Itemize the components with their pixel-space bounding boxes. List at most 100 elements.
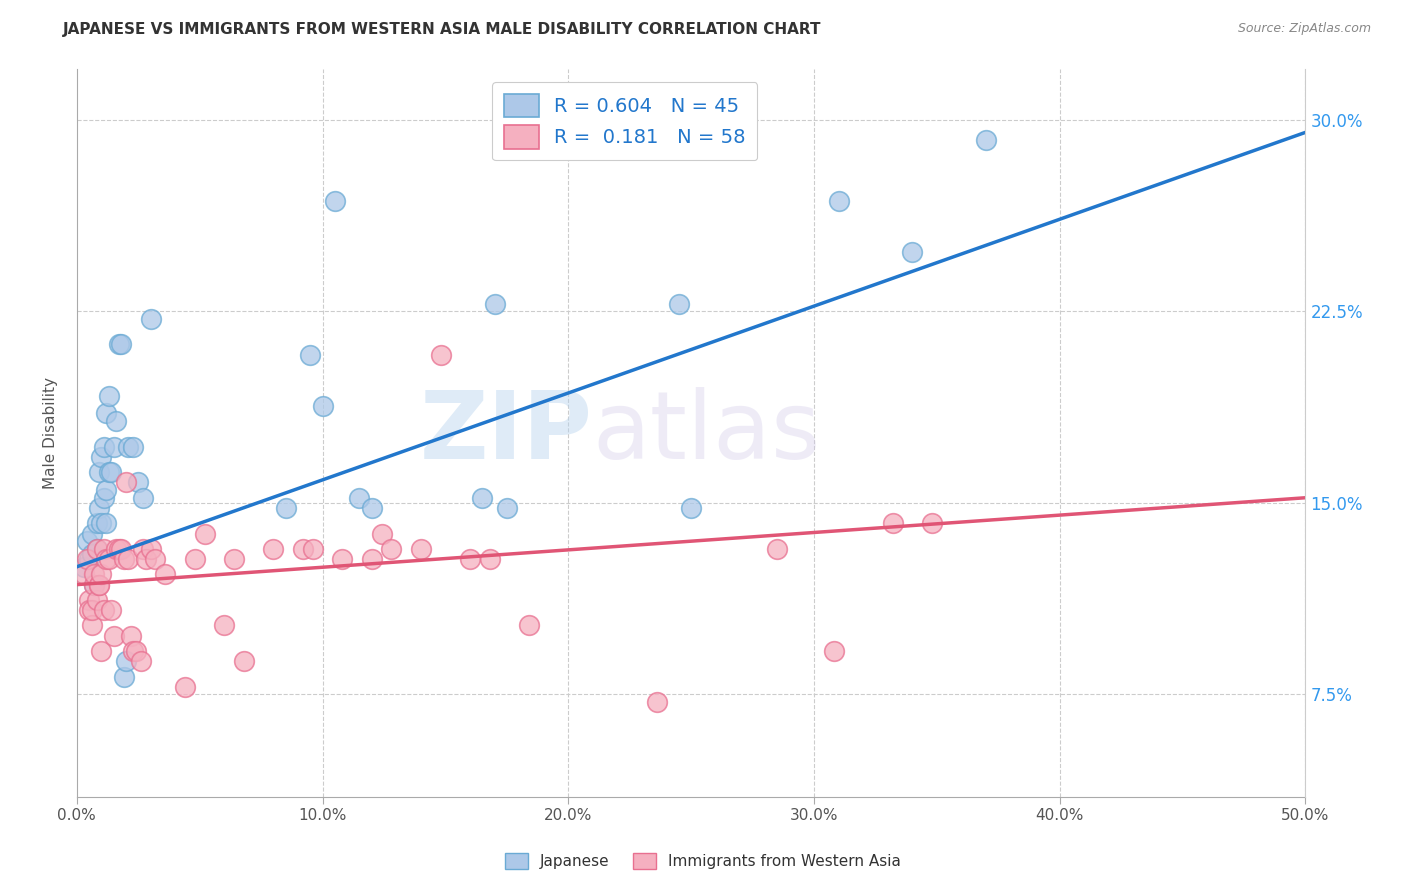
Point [668,296,690,310]
Point [145,552,167,566]
Point [299,348,322,362]
Point [97,552,120,566]
Text: atlas: atlas [593,386,821,479]
Point [155,567,177,582]
Point [90,516,112,531]
Point [90,567,112,582]
Point [73,559,96,574]
Point [233,654,256,668]
Point [681,500,703,515]
Point [224,552,246,566]
Point [110,541,132,556]
Point [274,500,297,515]
Point [103,629,125,643]
Point [132,541,155,556]
Point [301,541,323,556]
Point [83,577,105,591]
Text: Source: ZipAtlas.com: Source: ZipAtlas.com [1237,22,1371,36]
Point [823,644,845,658]
Y-axis label: Male Disability: Male Disability [44,376,58,489]
Text: JAPANESE VS IMMIGRANTS FROM WESTERN ASIA MALE DISABILITY CORRELATION CHART: JAPANESE VS IMMIGRANTS FROM WESTERN ASIA… [63,22,821,37]
Point [458,552,481,566]
Point [901,245,924,260]
Point [100,603,122,617]
Point [117,440,139,454]
Point [132,491,155,505]
Point [77,593,100,607]
Point [330,552,353,566]
Point [87,577,110,591]
Point [194,526,217,541]
Point [83,567,105,582]
Point [122,440,145,454]
Point [110,337,132,351]
Point [122,644,145,658]
Point [90,450,112,464]
Point [87,500,110,515]
Point [921,516,943,531]
Point [323,194,346,209]
Point [827,194,849,209]
Point [117,552,139,566]
Text: ZIP: ZIP [420,386,593,479]
Point [291,541,314,556]
Point [80,526,103,541]
Point [478,552,501,566]
Point [80,603,103,617]
Point [86,541,108,556]
Point [87,577,110,591]
Point [882,516,904,531]
Point [107,541,129,556]
Point [103,440,125,454]
Point [360,552,382,566]
Point [93,491,115,505]
Point [184,552,207,566]
Legend: R = 0.604   N = 45, R =  0.181   N = 58: R = 0.604 N = 45, R = 0.181 N = 58 [492,82,758,161]
Point [471,491,494,505]
Point [96,406,118,420]
Point [90,644,112,658]
Point [76,534,98,549]
Point [349,491,371,505]
Point [214,618,236,632]
Point [484,296,506,310]
Point [115,475,138,490]
Point [139,312,162,326]
Point [93,541,115,556]
Point [93,603,115,617]
Point [429,348,451,362]
Point [83,577,105,591]
Legend: Japanese, Immigrants from Western Asia: Japanese, Immigrants from Western Asia [499,847,907,875]
Point [129,654,152,668]
Point [370,526,392,541]
Point [645,695,668,709]
Point [135,552,157,566]
Point [86,516,108,531]
Point [97,388,120,402]
Point [139,541,162,556]
Point [77,552,100,566]
Point [127,475,149,490]
Point [517,618,540,632]
Point [105,541,128,556]
Point [380,541,402,556]
Point [93,440,115,454]
Point [96,516,118,531]
Point [311,399,333,413]
Point [73,567,96,582]
Point [174,680,197,694]
Point [97,465,120,479]
Point [87,465,110,479]
Point [974,133,997,147]
Point [77,603,100,617]
Point [86,593,108,607]
Point [80,618,103,632]
Point [96,552,118,566]
Point [125,644,148,658]
Point [115,654,138,668]
Point [409,541,432,556]
Point [495,500,517,515]
Point [262,541,284,556]
Point [107,337,129,351]
Point [766,541,789,556]
